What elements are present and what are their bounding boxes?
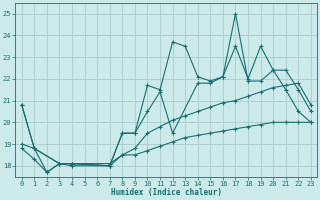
- X-axis label: Humidex (Indice chaleur): Humidex (Indice chaleur): [111, 188, 222, 197]
